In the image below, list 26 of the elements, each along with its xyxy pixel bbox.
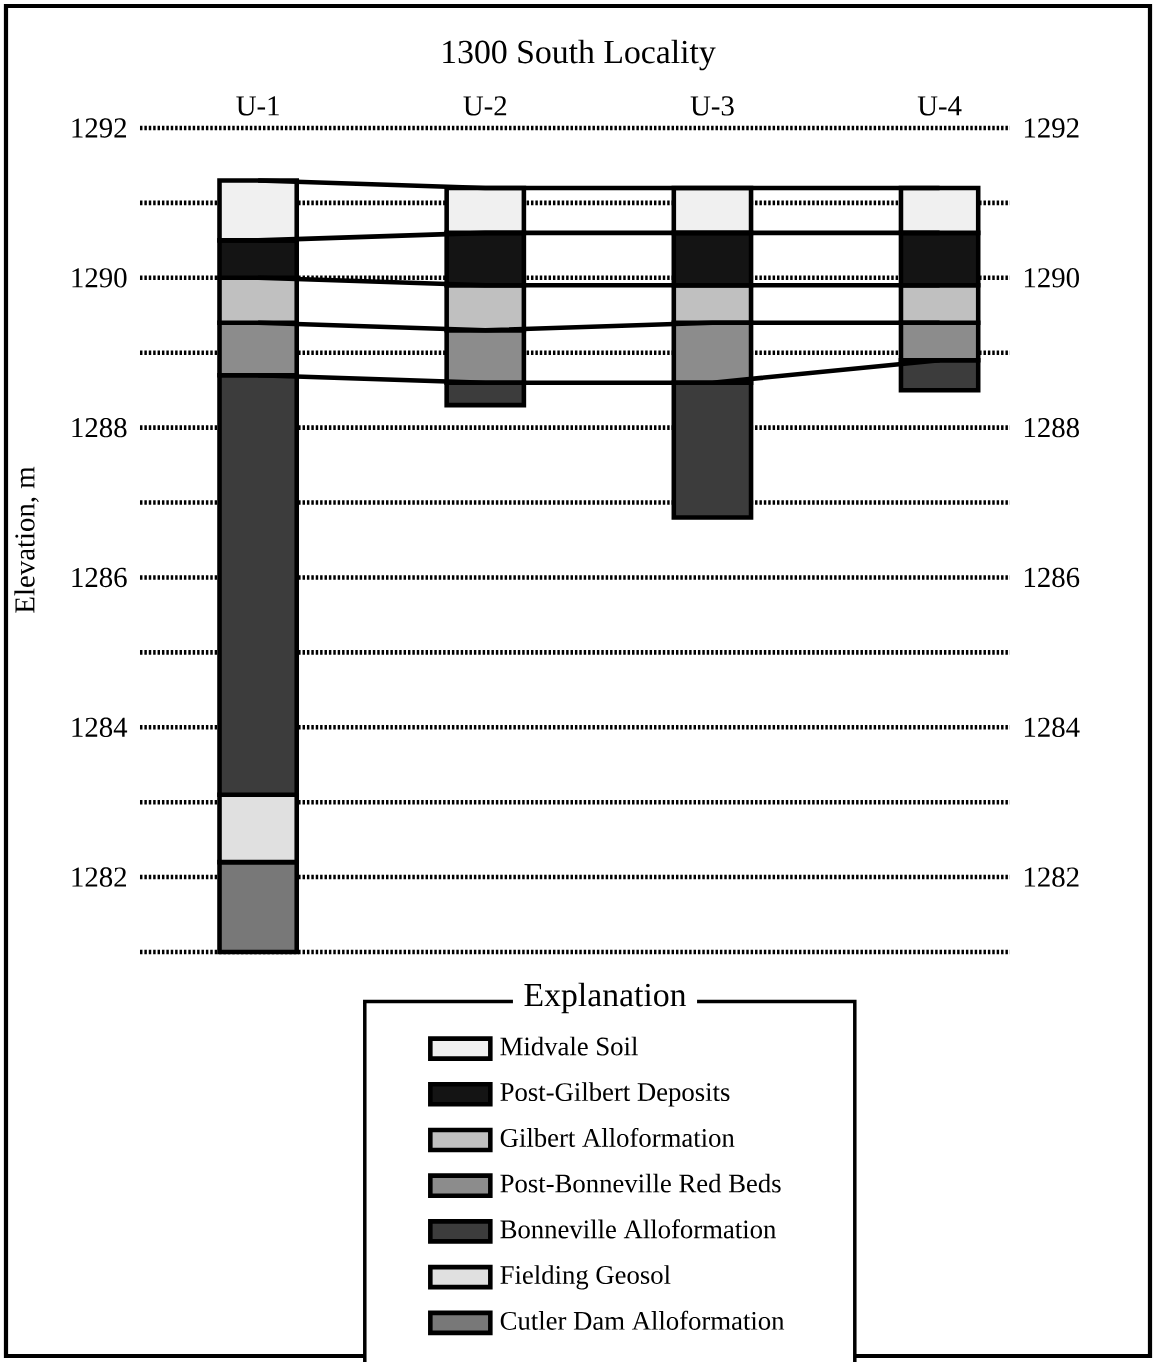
y2-tick-label: 1284	[1024, 717, 1080, 737]
x-tick-label: U-3	[690, 96, 734, 116]
x-tick-label: U-1	[236, 96, 279, 116]
y2-tick-label: 1292	[1024, 118, 1079, 138]
chart-title: 1300 South Locality	[443, 39, 716, 71]
y-tick-label: 1286	[72, 567, 127, 588]
legend-label: Post-Gilbert Deposits	[500, 1082, 730, 1107]
y-axis-title: Elevation, m	[14, 466, 39, 613]
y2-tick-label: 1290	[1024, 268, 1079, 288]
legend-label: Gilbert Alloformation	[500, 1127, 735, 1147]
y-tick-label: 1292	[72, 118, 127, 138]
y-tick-label: 1282	[72, 867, 127, 887]
y2-tick-label: 1282	[1024, 867, 1079, 887]
y2-tick-label: 1286	[1024, 567, 1080, 588]
x-tick-label: U-2	[463, 96, 507, 116]
legend-label: Fielding Geosol	[500, 1265, 671, 1290]
legend-label: Post-Bonneville Red Beds	[500, 1173, 781, 1193]
legend-label: Bonneville Alloformation	[500, 1219, 776, 1239]
y-tick-label: 1288	[72, 417, 127, 438]
x-tick-label: U-4	[917, 96, 962, 116]
y2-tick-label: 1288	[1024, 417, 1079, 438]
legend-label: Cutler Dam Alloformation	[500, 1310, 785, 1330]
legend-label: Midvale Soil	[500, 1036, 638, 1056]
y-tick-label: 1284	[72, 717, 128, 737]
legend-title: Explanation	[524, 982, 687, 1014]
y-tick-label: 1290	[72, 268, 127, 288]
